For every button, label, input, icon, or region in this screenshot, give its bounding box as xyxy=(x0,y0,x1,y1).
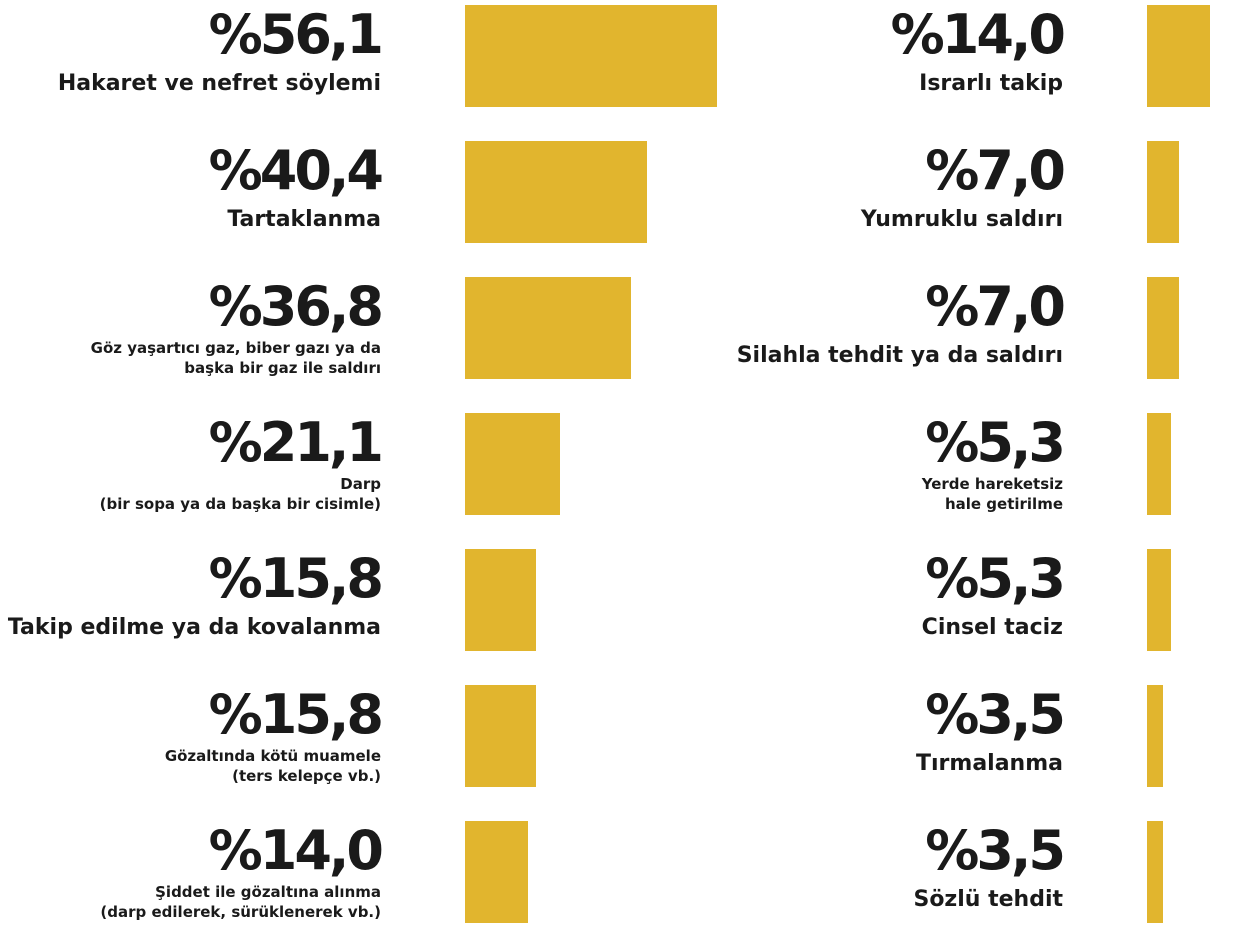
value-label: %7,0 xyxy=(925,275,1066,338)
value-label: %15,8 xyxy=(208,683,384,746)
bar xyxy=(465,549,537,651)
value-label: %5,3 xyxy=(925,547,1066,610)
value-label: %40,4 xyxy=(208,139,384,202)
bar xyxy=(1147,685,1163,787)
bar xyxy=(465,277,631,379)
category-label: Göz yaşartıcı gaz, biber gazı ya da başk… xyxy=(90,339,381,377)
bar xyxy=(1147,821,1163,923)
bar xyxy=(1147,141,1179,243)
category-label: Yumruklu saldırı xyxy=(860,207,1063,232)
category-label: Takip edilme ya da kovalanma xyxy=(7,615,381,640)
bar xyxy=(1147,277,1179,379)
category-label: Tırmalanma xyxy=(916,751,1063,776)
bar xyxy=(465,821,528,923)
category-label: Israrlı takip xyxy=(919,71,1063,96)
bar xyxy=(1147,5,1210,107)
value-label: %5,3 xyxy=(925,411,1066,474)
bar xyxy=(465,413,560,515)
value-label: %14,0 xyxy=(890,3,1066,66)
category-label: Şiddet ile gözaltına alınma (darp ediler… xyxy=(100,883,381,921)
bar xyxy=(1147,413,1171,515)
category-label: Gözaltında kötü muamele (ters kelepçe vb… xyxy=(164,747,381,785)
category-label: Darp (bir sopa ya da başka bir cisimle) xyxy=(99,475,381,513)
category-label: Yerde hareketsiz hale getirilme xyxy=(921,475,1063,513)
bar xyxy=(465,5,718,107)
bar xyxy=(465,141,647,243)
bar xyxy=(465,685,537,787)
bar xyxy=(1147,549,1171,651)
value-label: %3,5 xyxy=(925,683,1066,746)
category-label: Tartaklanma xyxy=(227,207,381,232)
category-label: Hakaret ve nefret söylemi xyxy=(57,71,381,96)
category-label: Silahla tehdit ya da saldırı xyxy=(736,343,1063,368)
category-label: Cinsel taciz xyxy=(921,615,1063,640)
value-label: %36,8 xyxy=(208,275,384,338)
value-label: %15,8 xyxy=(208,547,384,610)
value-label: %21,1 xyxy=(208,411,384,474)
value-label: %3,5 xyxy=(925,819,1066,882)
value-label: %7,0 xyxy=(925,139,1066,202)
value-label: %14,0 xyxy=(208,819,384,882)
category-label: Sözlü tehdit xyxy=(913,887,1063,912)
value-label: %56,1 xyxy=(208,3,384,66)
